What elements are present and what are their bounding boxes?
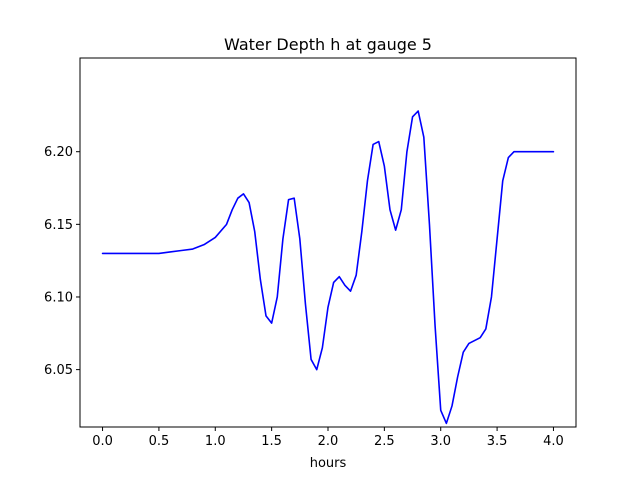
y-tick-label: 6.10 [44,290,73,305]
data-series-line-0 [101,110,555,425]
x-tick-label: 4.0 [543,434,564,449]
x-tick-label: 2.5 [374,434,395,449]
x-axis-label: hours [310,456,347,471]
y-tick-label: 6.20 [44,145,73,160]
x-tick-label: 3.5 [487,434,508,449]
y-tick-label: 6.15 [44,218,73,233]
x-tick-label: 3.0 [430,434,451,449]
x-tick-label: 2.0 [318,434,339,449]
plot-area: 0.0 0.5 1.0 1.5 2.0 2.5 3.0 3.5 4.0 6.05 6.10 6.15 6… [44,57,577,449]
chart-title: Water Depth h at gauge 5 [224,35,432,54]
x-tick-label: 0.0 [92,434,113,449]
x-tick-label: 1.0 [205,434,226,449]
y-tick-label: 6.05 [44,363,73,378]
x-tick-label: 1.5 [261,434,282,449]
x-tick-label: 0.5 [149,434,170,449]
